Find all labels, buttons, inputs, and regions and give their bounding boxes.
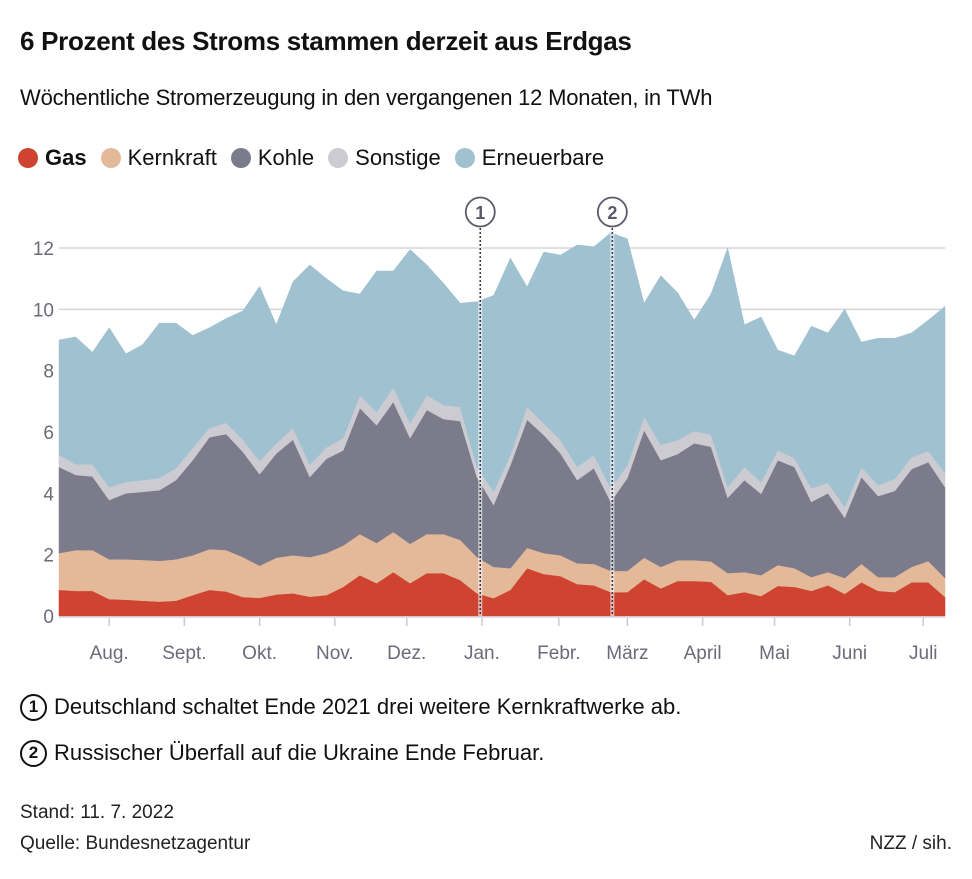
annotation-text-1: Deutschland schaltet Ende 2021 drei weit… bbox=[54, 694, 682, 719]
annotation-number-2-icon: 2 bbox=[20, 739, 47, 767]
annotation-text-2: Russischer Überfall auf die Ukraine Ende… bbox=[54, 740, 545, 765]
data-source: Quelle: Bundesnetzagentur bbox=[20, 833, 251, 854]
x-tick-label: Aug. bbox=[90, 643, 129, 664]
legend-item-erneuerbare: Erneuerbare bbox=[454, 145, 605, 171]
annotation-note-1: 1 Deutschland schaltet Ende 2021 drei we… bbox=[20, 684, 681, 730]
legend-label: Gas bbox=[45, 145, 87, 170]
legend-label: Kohle bbox=[257, 145, 315, 170]
x-tick-label: Juli bbox=[909, 643, 938, 664]
legend-dot-gas-icon bbox=[18, 148, 38, 168]
x-tick-label: Juni bbox=[832, 643, 867, 664]
credit: NZZ / sih. bbox=[869, 833, 952, 854]
x-tick-label: Mai bbox=[759, 643, 790, 664]
legend-dot-erneuerbare-icon bbox=[454, 148, 475, 168]
area-erneuerbare bbox=[58, 232, 946, 508]
x-tick-label: Okt. bbox=[242, 643, 277, 664]
y-tick-label: 0 bbox=[43, 607, 54, 628]
x-tick-label: Dez. bbox=[387, 643, 426, 664]
y-tick-label: 12 bbox=[33, 239, 54, 260]
annotation-notes: 1 Deutschland schaltet Ende 2021 drei we… bbox=[20, 684, 681, 776]
area-layers bbox=[58, 232, 946, 617]
legend-item-sonstige: Sonstige bbox=[328, 145, 441, 171]
annotation-number-label: 1 bbox=[475, 203, 485, 223]
annotation-circle-2-icon bbox=[596, 196, 628, 228]
y-tick-label: 2 bbox=[43, 546, 54, 567]
legend-label: Erneuerbare bbox=[481, 145, 605, 170]
x-tick-label: April bbox=[684, 643, 722, 664]
x-axis: Aug. Sept. Okt. Nov. Dez. Jan. Febr. März April M… bbox=[59, 616, 945, 664]
legend-dot-sonstige-icon bbox=[328, 148, 349, 168]
y-tick-label: 4 bbox=[43, 484, 54, 505]
legend-dot-kernkraft-icon bbox=[100, 148, 121, 168]
y-tick-label: 6 bbox=[43, 423, 54, 444]
y-tick-label: 10 bbox=[33, 300, 54, 321]
legend-label: Sonstige bbox=[355, 145, 441, 170]
x-tick-label: Jan. bbox=[464, 643, 500, 664]
annotation-circle-1-icon bbox=[464, 196, 496, 228]
annotation-note-2: 2 Russischer Überfall auf die Ukraine En… bbox=[20, 730, 681, 776]
legend-item-gas: Gas bbox=[18, 145, 87, 171]
footer: Stand: 11. 7. 2022 Quelle: Bundesnetzage… bbox=[20, 797, 250, 859]
chart-subtitle: Wöchentliche Stromerzeugung in den verga… bbox=[20, 85, 713, 110]
y-axis: 0 2 4 6 8 10 12 bbox=[33, 239, 55, 628]
x-tick-label: Sept. bbox=[162, 643, 206, 664]
legend-item-kohle: Kohle bbox=[230, 145, 315, 171]
y-tick-label: 8 bbox=[43, 362, 54, 383]
x-tick-label: Febr. bbox=[537, 643, 580, 664]
annotation-number-label: 2 bbox=[607, 203, 617, 223]
x-tick-label: Nov. bbox=[316, 643, 354, 664]
data-date: Stand: 11. 7. 2022 bbox=[20, 802, 174, 823]
chart-title: 6 Prozent des Stroms stammen derzeit aus… bbox=[20, 26, 632, 56]
legend: Gas Kernkraft Kohle Sonstige Erneuerbare bbox=[18, 145, 618, 171]
x-tick-label: März bbox=[606, 643, 648, 664]
legend-item-kernkraft: Kernkraft bbox=[100, 145, 217, 171]
legend-dot-kohle-icon bbox=[230, 148, 251, 168]
annotation-number-1-icon: 1 bbox=[20, 693, 47, 721]
legend-label: Kernkraft bbox=[127, 145, 217, 170]
